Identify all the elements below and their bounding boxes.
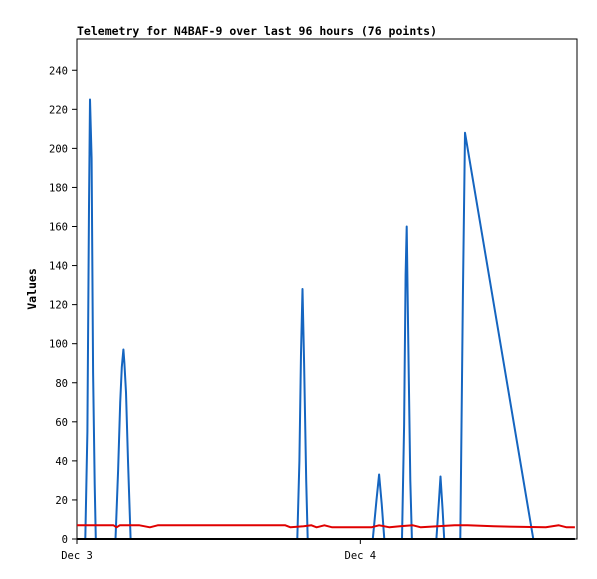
y-tick-label: 220 xyxy=(49,104,68,116)
y-tick-label: 0 xyxy=(62,534,68,546)
y-tick-label: 80 xyxy=(55,378,68,390)
y-tick-label: 200 xyxy=(49,143,68,155)
y-tick-label: 100 xyxy=(49,339,68,351)
y-axis-label: Values xyxy=(25,268,39,310)
x-tick-label: Dec 3 xyxy=(61,550,93,562)
series-line-0 xyxy=(77,98,575,540)
y-tick-label: 140 xyxy=(49,261,68,273)
x-axis: Dec 3 Dec 4 xyxy=(61,539,376,562)
y-axis: 0 20 40 60 80 100 120 140 160 180 200 220 240 xyxy=(49,65,77,546)
series-layer xyxy=(77,98,575,540)
y-tick-label: 120 xyxy=(49,300,68,312)
x-tick-label: Dec 4 xyxy=(345,550,377,562)
y-tick-label: 160 xyxy=(49,222,68,234)
y-tick-label: 60 xyxy=(55,417,68,429)
y-tick-label: 20 xyxy=(55,495,68,507)
series-line-1 xyxy=(77,524,575,529)
y-tick-label: 180 xyxy=(49,182,68,194)
y-tick-label: 240 xyxy=(49,65,68,77)
plot-frame xyxy=(76,38,578,540)
chart-title: Telemetry for N4BAF-9 over last 96 hours… xyxy=(77,24,437,38)
y-tick-label: 40 xyxy=(55,456,68,468)
